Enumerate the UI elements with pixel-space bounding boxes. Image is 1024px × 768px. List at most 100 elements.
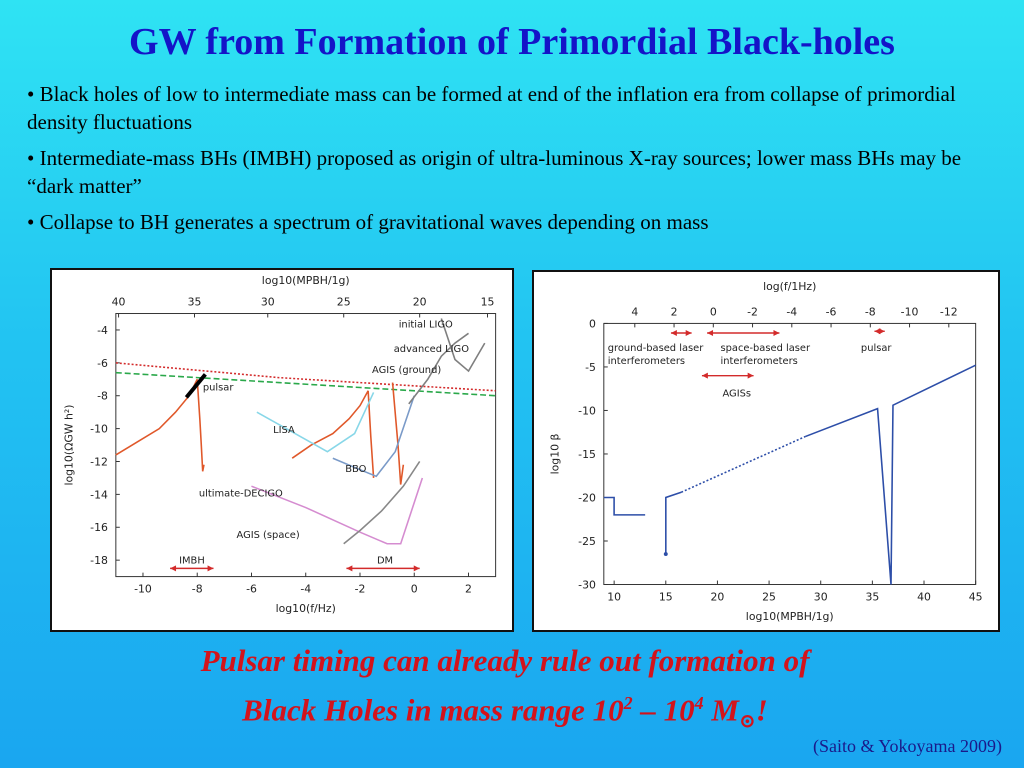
x-tick-label: 40 — [917, 590, 931, 603]
label-pulsar: pulsar — [203, 383, 234, 394]
top-axis-label: log(f/1Hz) — [763, 280, 816, 293]
beta-constraint-chart: log(f/1Hz) log10(MPBH/1g) log10 β 10 15 20… — [548, 280, 983, 623]
series-line-2 — [115, 371, 496, 397]
series-line-8 — [256, 392, 375, 453]
top-tick-label: 30 — [261, 296, 275, 309]
x-tick-label: 10 — [607, 590, 621, 603]
label-agis-ground: AGIS (ground) — [372, 365, 441, 376]
top-tick-label: 20 — [413, 296, 427, 309]
top-tick-label: -12 — [940, 306, 958, 319]
pulsar-bound-marker — [184, 373, 207, 399]
series-line-3 — [680, 435, 806, 493]
bullet-item-2: • Intermediate-mass BHs (IMBH) proposed … — [27, 146, 962, 198]
y-tick-label: -5 — [585, 361, 596, 374]
series-line-6 — [367, 390, 375, 479]
conclusion-line-2-start: Black Holes in mass range 10 — [242, 692, 624, 728]
top-axis-label: log10(MPBH/1g) — [262, 274, 350, 287]
label-space-based-line1: space-based laser — [721, 343, 811, 354]
label-dm: DM — [377, 556, 393, 567]
plot-frame — [603, 322, 977, 586]
series-line-7 — [391, 382, 405, 485]
top-tick-label: 0 — [710, 306, 717, 319]
y-tick-label: -20 — [578, 491, 596, 504]
label-space-based-line2: interferometers — [721, 356, 798, 367]
series-line-10 — [251, 477, 424, 545]
series-line-11 — [343, 461, 421, 545]
y-tick-label: -25 — [578, 535, 596, 548]
beta-constraint-figure: log(f/1Hz) log10(MPBH/1g) log10 β 10 15 20… — [532, 270, 1000, 632]
label-agis-space: AGIS (space) — [237, 530, 300, 541]
y-tick-label: 0 — [589, 317, 596, 330]
gw-spectrum-chart: log10(MPBH/1g) log10(f/Hz) log10(ΩGW h²)… — [62, 274, 497, 615]
x-tick-label: -6 — [246, 582, 257, 595]
x-tick-label: 2 — [465, 582, 472, 595]
x-tick-label: -8 — [192, 582, 203, 595]
exponent-low: 2 — [623, 693, 633, 713]
x-tick-label: -10 — [134, 582, 152, 595]
conclusion-line-1: Pulsar timing can already rule out forma… — [200, 643, 810, 678]
series-line-3 — [115, 378, 198, 456]
x-tick-label: 0 — [411, 582, 418, 595]
label-advanced-ligo: advanced LIGO — [394, 344, 469, 355]
x-tick-label: 45 — [969, 590, 983, 603]
imbh-arrow-head-left — [170, 565, 177, 572]
y-tick-label: -12 — [90, 455, 108, 468]
label-pulsar: pulsar — [861, 343, 892, 354]
conclusion-statement: Pulsar timing can already rule out forma… — [0, 640, 1010, 743]
label-imbh: IMBH — [179, 556, 205, 567]
top-tick-label: -4 — [786, 306, 797, 319]
series-line-1 — [115, 362, 496, 392]
bullet-item-1: • Black holes of low to intermediate mas… — [27, 82, 956, 134]
top-tick-label: 35 — [188, 296, 202, 309]
top-tick-label: -6 — [826, 306, 837, 319]
conclusion-exclaim: ! — [755, 692, 768, 728]
y-axis-label: log10(ΩGW h²) — [62, 405, 75, 486]
x-tick-label: 30 — [814, 590, 828, 603]
bullet-item-3: • Collapse to BH generates a spectrum of… — [27, 210, 709, 234]
series-line-12 — [408, 332, 469, 405]
agis-range-arrow-head-right — [747, 372, 754, 379]
agis-range-arrow-head-left — [701, 372, 708, 379]
label-ultimate-decigo: ultimate-DECIGO — [199, 488, 283, 499]
label-ground-based-line1: ground-based laser — [608, 343, 704, 354]
space-range-arrow-head-right — [773, 330, 780, 336]
series-line-1 — [603, 496, 646, 516]
series-line-5 — [291, 390, 369, 459]
pulsar-range-arrow-head-right — [878, 328, 885, 335]
y-tick-label: -15 — [578, 448, 596, 461]
series-line-4 — [804, 364, 977, 585]
top-tick-label: -8 — [865, 306, 876, 319]
x-axis-label: log10(MPBH/1g) — [746, 610, 834, 623]
y-tick-label: -16 — [90, 521, 108, 534]
citation: (Saito & Yokoyama 2009) — [813, 736, 1002, 756]
dm-arrow-head-right — [413, 565, 420, 572]
series-line-9 — [332, 395, 415, 478]
space-range-arrow-head-left — [707, 330, 714, 336]
top-tick-label: 25 — [337, 296, 351, 309]
ground-range-arrow-head-left — [670, 330, 677, 336]
series-line-13 — [440, 318, 486, 373]
x-tick-label: 35 — [865, 590, 879, 603]
conclusion-line-2: Black Holes in mass range 102 – 104 M⊙! — [0, 682, 1010, 743]
dm-range-arrow — [346, 565, 420, 572]
y-tick-label: -14 — [90, 488, 108, 501]
y-tick-label: -30 — [578, 578, 596, 591]
x-tick-label: 20 — [711, 590, 725, 603]
gw-spectrum-figure: log10(MPBH/1g) log10(f/Hz) log10(ΩGW h²)… — [50, 268, 514, 632]
bullet-list: • Black holes of low to intermediate mas… — [27, 80, 1002, 244]
series-line-4 — [196, 379, 205, 472]
label-agiss: AGISs — [722, 389, 751, 400]
exponent-high: 4 — [694, 693, 704, 713]
label-initial-ligo: initial LIGO — [399, 319, 453, 330]
y-tick-label: -10 — [90, 423, 108, 436]
top-tick-label: -2 — [747, 306, 758, 319]
x-axis-label: log10(f/Hz) — [276, 602, 336, 615]
top-tick-label: 15 — [481, 296, 495, 309]
imbh-range-arrow — [170, 565, 214, 572]
top-tick-label: 4 — [631, 306, 638, 319]
solar-mass-symbol: M — [703, 692, 739, 728]
x-tick-label: -4 — [300, 582, 311, 595]
y-tick-label: -4 — [97, 324, 108, 337]
label-ground-based-line2: interferometers — [608, 356, 685, 367]
y-tick-label: -8 — [97, 390, 108, 403]
